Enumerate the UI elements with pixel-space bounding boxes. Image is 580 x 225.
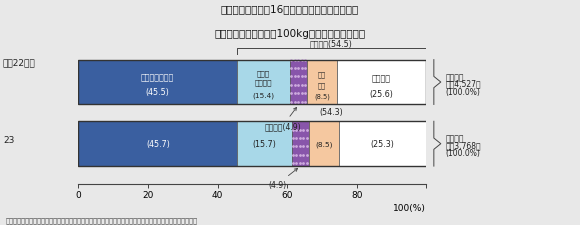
Text: 団体経費: 団体経費 bbox=[255, 79, 272, 86]
Bar bbox=[292, 122, 309, 166]
Text: (15.7): (15.7) bbox=[253, 140, 277, 148]
Text: (8.5): (8.5) bbox=[314, 93, 330, 100]
Text: 仲卸: 仲卸 bbox=[318, 71, 326, 78]
Text: (45.7): (45.7) bbox=[146, 140, 170, 148]
Text: 小売価格: 小売価格 bbox=[445, 72, 464, 81]
Text: (45.5): (45.5) bbox=[146, 88, 169, 97]
Text: 青果物（調査対象16品目）の小売価格に占める: 青果物（調査対象16品目）の小売価格に占める bbox=[221, 4, 359, 14]
Text: 集出荷: 集出荷 bbox=[257, 70, 270, 76]
Bar bbox=[309, 122, 339, 166]
Text: ２万3,768円: ２万3,768円 bbox=[445, 141, 481, 150]
Text: (100.0%): (100.0%) bbox=[445, 87, 480, 96]
Text: 小売価格: 小売価格 bbox=[445, 134, 464, 143]
Bar bbox=[78, 122, 427, 166]
Text: (25.3): (25.3) bbox=[371, 140, 394, 148]
Bar bbox=[339, 122, 427, 166]
Text: (25.6): (25.6) bbox=[369, 89, 393, 98]
Bar bbox=[78, 60, 237, 105]
Text: (4.9): (4.9) bbox=[268, 169, 298, 189]
Bar bbox=[78, 60, 426, 105]
Text: ２万4,527円: ２万4,527円 bbox=[445, 79, 481, 88]
Bar bbox=[237, 60, 290, 105]
Bar bbox=[337, 60, 426, 105]
Text: 流通経費(54.5): 流通経費(54.5) bbox=[310, 39, 353, 48]
Text: 小売経費: 小売経費 bbox=[372, 74, 391, 83]
Text: (15.4): (15.4) bbox=[252, 92, 274, 99]
Text: 100(%): 100(%) bbox=[393, 203, 426, 212]
Text: 卸売経費(4.9): 卸売経費(4.9) bbox=[264, 108, 301, 131]
Bar bbox=[78, 122, 237, 166]
Text: (100.0%): (100.0%) bbox=[445, 148, 480, 157]
Bar bbox=[237, 122, 292, 166]
Bar bbox=[307, 60, 337, 105]
Text: 生産者受取価格: 生産者受取価格 bbox=[141, 73, 174, 82]
Text: 各流通経費等の割合（100kg当たり）（試算値）: 各流通経費等の割合（100kg当たり）（試算値） bbox=[215, 29, 365, 39]
Bar bbox=[290, 60, 307, 105]
Text: (54.3): (54.3) bbox=[320, 108, 343, 117]
Text: 注：表示単位未満の数値を四捨五入したため、合計値と内訳の計が一致しない場合がある（以下同じ。）。: 注：表示単位未満の数値を四捨五入したため、合計値と内訳の計が一致しない場合がある… bbox=[6, 216, 198, 223]
Text: 平成22年度: 平成22年度 bbox=[3, 58, 35, 68]
Text: 23: 23 bbox=[3, 135, 14, 144]
Text: (8.5): (8.5) bbox=[315, 141, 332, 147]
Text: 経費: 経費 bbox=[318, 82, 326, 89]
